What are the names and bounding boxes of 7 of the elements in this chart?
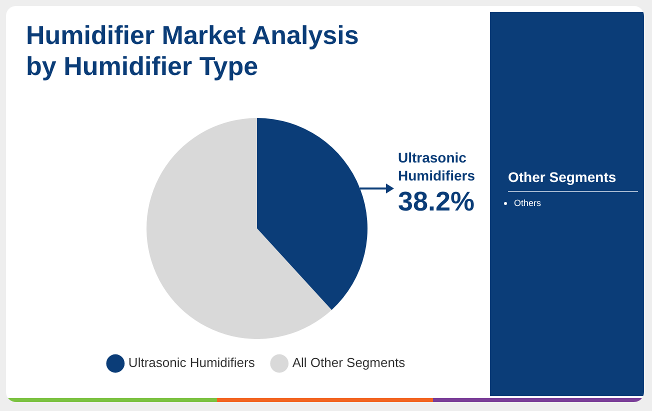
slice-label: Ultrasonic Humidifiers xyxy=(398,149,476,184)
legend-label: All Other Segments xyxy=(292,355,406,370)
legend-label: Ultrasonic Humidifiers xyxy=(128,355,256,370)
chart-title: Humidifier Market Analysis by Humidifier Type xyxy=(26,20,360,82)
data-label: 38.2% xyxy=(398,186,475,216)
text: Others xyxy=(514,198,542,208)
text: Other Segments xyxy=(508,169,638,192)
